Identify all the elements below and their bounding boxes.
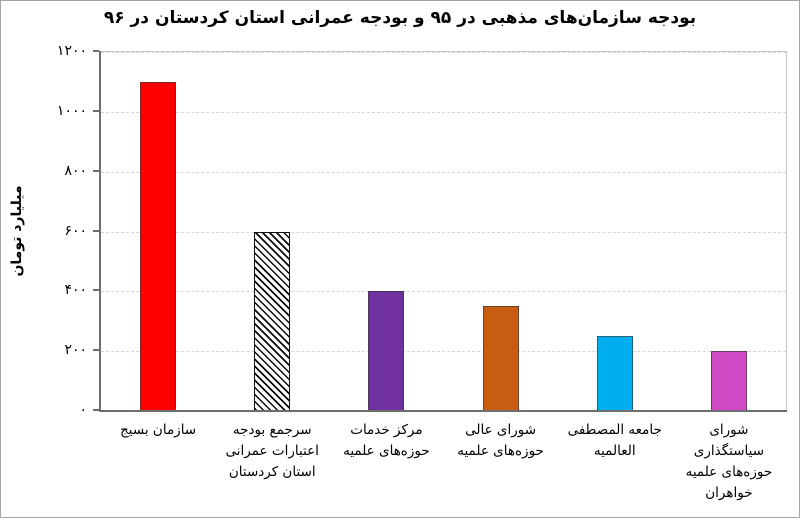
category-label-line: جامعه المصطفی xyxy=(567,422,662,438)
category-label-line: العالمیه xyxy=(593,443,636,459)
bar-3 xyxy=(368,291,405,411)
plot-area xyxy=(101,51,787,411)
gridline-1200 xyxy=(101,52,786,53)
bar-1 xyxy=(140,81,177,411)
gridline-200 xyxy=(101,351,786,353)
category-label-6: شورای سیاستگذاری حوزه‌های علمیه خواهران xyxy=(672,420,786,504)
gridline-800 xyxy=(101,171,786,173)
category-label-2: سرجمع بودجه اعتبارات عمرانی استان کردستان xyxy=(215,420,329,483)
bar-2 xyxy=(254,231,291,411)
category-label-line: سیاستگذاری xyxy=(693,443,765,459)
category-label-1: سازمان بسیج xyxy=(101,420,215,441)
y-tick-label-400: ۴۰۰ xyxy=(64,282,87,299)
category-label-line: حوزه‌های علمیه xyxy=(457,443,544,459)
gridline-400 xyxy=(101,291,786,293)
y-tick-label-800: ۸۰۰ xyxy=(64,162,87,179)
y-tick-label-0: ۰ xyxy=(79,402,87,418)
y-axis-tick-0 xyxy=(93,409,99,411)
category-label-line: حوزه‌های علمیه xyxy=(343,443,430,459)
category-label-line: اعتبارات عمرانی xyxy=(225,443,319,459)
y-axis-tick-800 xyxy=(93,169,99,172)
y-axis-line xyxy=(99,51,101,412)
y-axis-tick-1200 xyxy=(93,50,99,52)
category-label-line: سرجمع بودجه xyxy=(232,422,312,438)
y-axis-tick-400 xyxy=(93,289,99,292)
y-axis-tick-200 xyxy=(93,349,99,352)
bar-6 xyxy=(710,351,747,411)
y-axis-tick-1000 xyxy=(93,109,99,112)
bar-4 xyxy=(482,306,519,411)
y-axis-tick-600 xyxy=(93,229,99,232)
category-label-line: خواهران xyxy=(705,485,753,501)
y-tick-label-600: ۶۰۰ xyxy=(64,222,87,239)
category-label-line: حوزه‌های علمیه xyxy=(685,464,773,480)
x-axis-line xyxy=(99,410,787,412)
chart-title: بودجه سازمان‌های مذهبی در ۹۵ و بودجه عمر… xyxy=(103,8,697,28)
category-label-line: شورای xyxy=(709,422,749,438)
gridline-1000 xyxy=(101,111,786,113)
y-tick-label-200: ۲۰۰ xyxy=(64,342,87,359)
category-label-line: استان کردستان xyxy=(228,464,316,480)
category-label-5: جامعه المصطفی العالمیه xyxy=(558,420,672,462)
y-tick-label-1200: ۱۲۰۰ xyxy=(56,43,87,59)
category-label-4: شورای عالی حوزه‌های علمیه xyxy=(444,420,558,462)
gridline-600 xyxy=(101,231,786,233)
bar-5 xyxy=(596,336,633,411)
category-label-line: سازمان بسیج xyxy=(120,422,197,438)
category-label-3: مرکز خدمات حوزه‌های علمیه xyxy=(329,420,443,462)
y-tick-label-1000: ۱۰۰۰ xyxy=(56,102,87,119)
category-label-line: شورای عالی xyxy=(465,422,537,438)
category-label-line: مرکز خدمات xyxy=(350,422,423,438)
